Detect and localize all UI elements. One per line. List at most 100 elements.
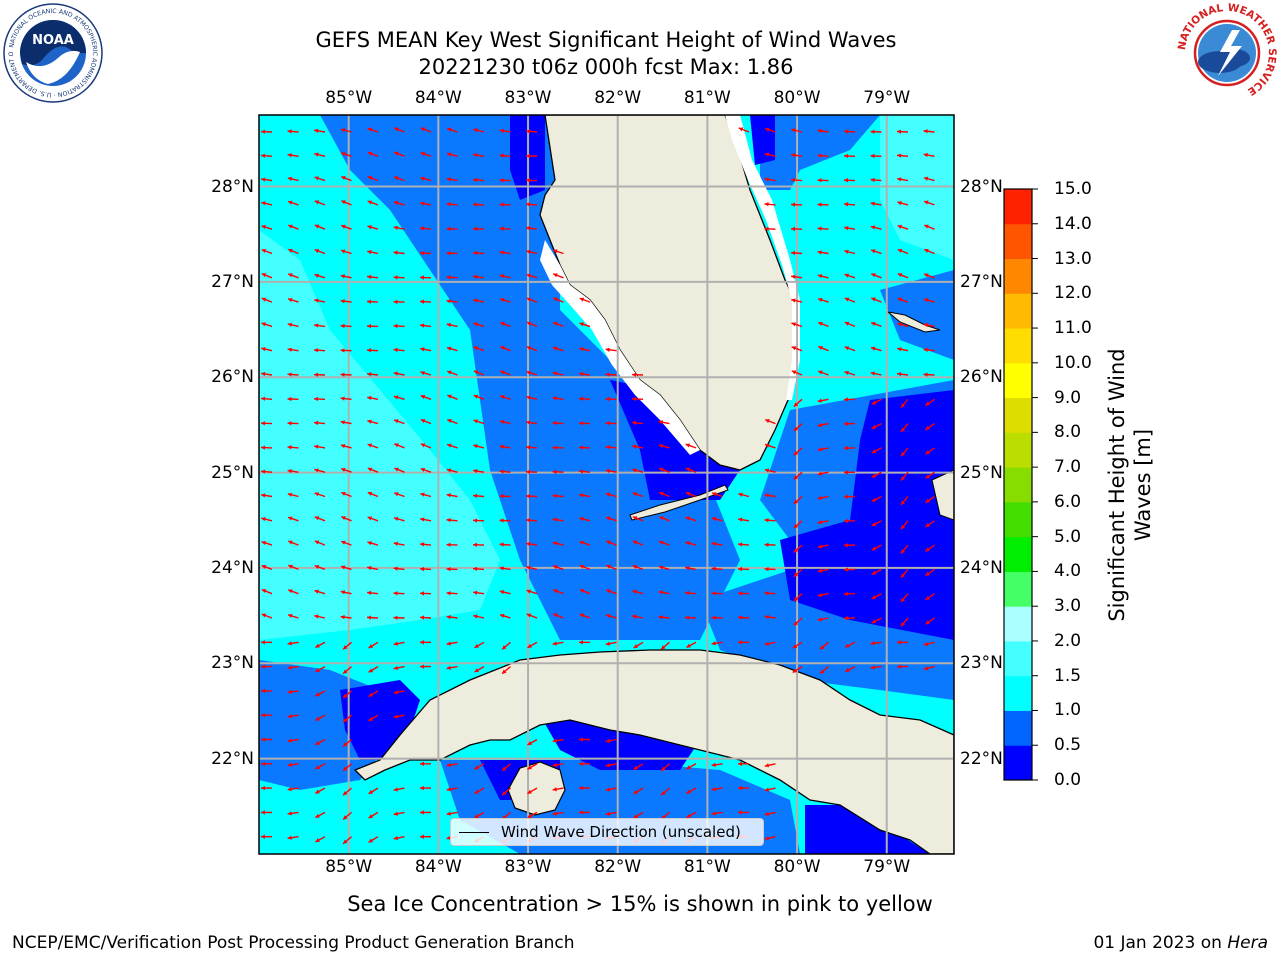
wind-wave-arrow (896, 153, 909, 158)
wind-wave-arrow (552, 396, 564, 401)
lat-tick-label-left: 24°N (211, 557, 254, 578)
wind-wave-arrow (578, 737, 591, 742)
wind-wave-arrow (793, 495, 803, 505)
wind-wave-arrow (419, 591, 432, 596)
wind-wave-arrow (900, 544, 909, 554)
wind-wave-arrow (314, 665, 326, 673)
wind-wave-arrow (260, 153, 273, 158)
colorbar-segment (1004, 328, 1032, 364)
wind-wave-arrow (499, 566, 511, 571)
colorbar-segment (1004, 467, 1032, 503)
wind-wave-arrow (287, 224, 299, 230)
wind-wave-arrow (737, 785, 750, 791)
wind-wave-arrow (817, 321, 829, 328)
wind-wave-arrow (844, 225, 856, 231)
wind-wave-arrow (394, 151, 405, 157)
wind-wave-arrow (553, 297, 564, 303)
wind-wave-arrow (737, 591, 750, 596)
wind-wave-arrow (631, 420, 644, 426)
wind-wave-arrow (843, 470, 856, 475)
wind-wave-arrow (501, 666, 511, 675)
wind-wave-arrow (472, 542, 485, 547)
wind-wave-arrow (843, 494, 856, 499)
colorbar-segment (1004, 640, 1032, 677)
ocean-region-1.5-2m (259, 230, 500, 640)
wind-wave-arrow (393, 275, 405, 280)
wind-wave-arrow (419, 250, 432, 256)
wind-wave-arrow (792, 666, 803, 674)
wind-wave-arrow (923, 152, 935, 158)
wind-wave-arrow (314, 128, 326, 134)
wind-wave-arrow (314, 298, 326, 303)
wind-wave-arrow (260, 445, 273, 450)
wind-wave-arrow (473, 468, 485, 474)
legend: Wind Wave Direction (unscaled) (450, 818, 764, 846)
wind-wave-arrow (711, 786, 723, 792)
wind-wave-arrow (261, 225, 273, 230)
wind-wave-arrow (340, 128, 352, 133)
wind-wave-arrow (632, 564, 644, 571)
wind-wave-arrow (446, 517, 458, 523)
wind-wave-arrow (394, 127, 405, 133)
wind-wave-arrow (578, 640, 591, 645)
wind-wave-arrow (446, 202, 458, 207)
wind-wave-arrow (393, 225, 405, 230)
wind-wave-arrow (817, 568, 829, 573)
wind-wave-arrow (314, 176, 326, 182)
wind-wave-arrow (685, 491, 697, 498)
colorbar-segment (1004, 189, 1032, 225)
wind-wave-arrow (711, 541, 723, 547)
wind-wave-arrow (367, 127, 379, 133)
wind-wave-arrow (684, 590, 697, 596)
wind-wave-arrow (633, 641, 644, 649)
lat-tick-label-left: 27°N (211, 271, 254, 292)
wind-wave-arrow (366, 372, 379, 377)
wind-wave-arrow (393, 299, 405, 305)
nodata-band (540, 240, 700, 455)
wind-wave-arrow (552, 249, 564, 255)
wind-wave-arrow (896, 640, 909, 645)
wind-wave-arrow (817, 202, 829, 207)
wind-wave-arrow (393, 665, 405, 671)
wind-wave-arrow (446, 443, 458, 449)
wind-wave-arrow (843, 616, 856, 621)
wind-wave-arrow (925, 617, 935, 625)
wind-wave-arrow (843, 591, 856, 597)
wind-wave-arrow (579, 347, 591, 352)
wind-wave-arrow (367, 249, 379, 255)
wind-wave-arrow (658, 443, 670, 449)
lat-tick-label-left: 22°N (211, 748, 254, 769)
wind-wave-arrow (817, 471, 829, 476)
wind-wave-arrow (658, 420, 670, 425)
sea-ice-note: Sea Ice Concentration > 15% is shown in … (347, 892, 933, 916)
wind-wave-arrow (896, 129, 909, 134)
wind-wave-arrow (261, 297, 273, 303)
wind-wave-arrow (393, 541, 405, 546)
colorbar-tick-label: 13.0 (1054, 248, 1092, 269)
wind-wave-arrow (314, 249, 326, 255)
wind-wave-arrow (287, 762, 299, 767)
wind-wave-arrow (527, 787, 538, 795)
wind-wave-arrow (552, 371, 564, 376)
wind-wave-arrow (314, 540, 326, 546)
wind-wave-arrow (287, 176, 299, 182)
wind-wave-arrow (844, 249, 856, 255)
wind-wave-arrow (871, 495, 882, 503)
wind-wave-arrow (711, 566, 723, 571)
wind-wave-arrow (764, 418, 776, 425)
wind-wave-arrow (393, 516, 405, 522)
colorbar-segment (1004, 397, 1032, 433)
colorbar-segment (1004, 536, 1032, 572)
wind-wave-arrow (552, 273, 564, 279)
chart-subtitle: 20221230 t06z 000h fcst Max: 1.86 (418, 55, 794, 79)
lon-tick-label-bottom: 79°W (863, 857, 911, 877)
wind-wave-arrow (314, 763, 326, 770)
wind-wave-arrow (499, 250, 511, 255)
wind-wave-arrow (499, 542, 511, 547)
wind-wave-arrow (393, 690, 405, 695)
wind-wave-arrow (552, 541, 564, 546)
wind-wave-arrow (314, 589, 326, 595)
wind-wave-arrow (393, 176, 405, 182)
wind-wave-arrow (419, 834, 432, 839)
wind-wave-arrow (793, 568, 803, 578)
